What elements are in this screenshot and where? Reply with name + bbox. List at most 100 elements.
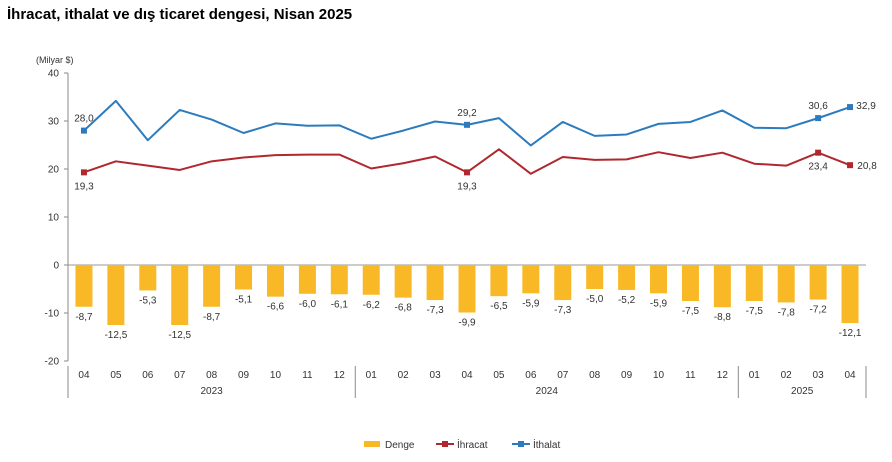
bar-label-denge: -6,5 [490, 301, 508, 312]
marker-ithalat [464, 121, 470, 128]
point-label-ihracat: 19,3 [457, 181, 477, 192]
point-label-ihracat: 23,4 [808, 162, 828, 173]
bar-denge [618, 265, 636, 290]
bar-label-denge: -5,2 [618, 295, 636, 306]
x-tick-label: 02 [781, 370, 793, 381]
bar-label-denge: -5,0 [586, 294, 604, 305]
marker-ithalat [815, 115, 822, 122]
bar-label-denge: -8,7 [75, 312, 93, 323]
bar-label-denge: -6,2 [363, 300, 381, 311]
bar-denge [490, 265, 508, 297]
bar-denge [394, 265, 412, 298]
bar-label-denge: -8,7 [203, 312, 221, 323]
x-tick-label: 05 [493, 370, 505, 381]
bar-denge [554, 265, 572, 301]
bar-denge [713, 265, 731, 308]
bar-denge [171, 265, 189, 325]
bar-label-denge: -12,5 [104, 330, 127, 341]
bar-series-denge [75, 265, 859, 325]
y-tick-label: 30 [48, 117, 60, 128]
bar-label-denge: -12,5 [168, 330, 191, 341]
bar-label-denge: -5,9 [522, 298, 540, 309]
axes: (Milyar $) 40 30 20 10 0 -10 -20 [36, 55, 866, 368]
x-tick-label: 08 [206, 370, 218, 381]
legend-marker-ihracat [442, 441, 448, 447]
bar-label-denge: -6,8 [395, 303, 413, 314]
chart-title: İhracat, ithalat ve dış ticaret dengesi,… [7, 6, 353, 23]
bar-label-denge: -7,5 [746, 306, 764, 317]
x-tick-label: 09 [238, 370, 250, 381]
bar-label-denge: -5,9 [650, 298, 668, 309]
marker-ihracat [815, 149, 822, 156]
bar-label-denge: -7,8 [778, 307, 796, 318]
legend-label-ihracat: İhracat [457, 438, 488, 451]
bar-label-denge: -5,1 [235, 294, 253, 305]
marker-ithalat [80, 127, 87, 134]
x-tick-label: 04 [78, 370, 90, 381]
x-tick-label: 02 [398, 370, 410, 381]
x-year-label: 2023 [201, 386, 224, 397]
x-tick-label: 01 [749, 370, 761, 381]
bar-denge [809, 265, 827, 300]
bar-denge [107, 265, 125, 325]
legend-label-ithalat: İthalat [533, 438, 560, 451]
bar-label-denge: -7,3 [554, 305, 572, 316]
x-tick-label: 10 [270, 370, 282, 381]
y-tick-label: 0 [53, 261, 59, 272]
legend-marker-ithalat [518, 441, 524, 447]
point-label-ihracat: 19,3 [74, 181, 94, 192]
x-tick-label: 03 [813, 370, 825, 381]
x-tick-label: 10 [653, 370, 665, 381]
marker-ithalat [847, 104, 854, 111]
x-tick-label: 03 [430, 370, 442, 381]
bar-denge [362, 265, 380, 295]
point-labels: 28,0 29,2 30,6 32,9 19,3 19,3 23,4 20,8 [74, 101, 877, 192]
bar-label-denge: -9,9 [458, 318, 476, 329]
bar-denge [586, 265, 604, 289]
bar-denge [681, 265, 699, 301]
y-tick-label: 10 [48, 213, 60, 224]
legend-label-denge: Denge [385, 440, 415, 451]
bar-denge [266, 265, 284, 297]
line-series [80, 99, 854, 176]
bar-denge [203, 265, 221, 307]
y-tick-label: 40 [48, 69, 60, 80]
bar-label-denge: -6,1 [331, 299, 349, 310]
y-tick-label: -10 [45, 309, 60, 320]
x-tick-label: 12 [717, 370, 729, 381]
bar-label-denge: -7,3 [426, 305, 444, 316]
bar-label-denge: -8,8 [714, 312, 732, 323]
x-tick-label: 06 [142, 370, 154, 381]
bar-denge [426, 265, 444, 301]
bar-denge [777, 265, 795, 303]
marker-ihracat [847, 162, 854, 169]
x-tick-label: 12 [334, 370, 346, 381]
point-label-ithalat: 28,0 [74, 114, 94, 125]
marker-ihracat [464, 169, 470, 176]
marker-ihracat [80, 169, 87, 176]
point-label-ithalat: 32,9 [856, 101, 876, 112]
bar-denge [841, 265, 859, 324]
x-tick-label: 06 [525, 370, 537, 381]
x-tick-label: 05 [110, 370, 122, 381]
bar-denge [298, 265, 316, 294]
bar-denge [330, 265, 348, 295]
bar-labels: -8,7 -12,5 -5,3 -12,5 -8,7 -5,1 -6,6 -6,0 -6,1 -6… [75, 294, 862, 341]
bar-denge [235, 265, 253, 290]
legend-swatch-denge [364, 441, 380, 447]
y-tick-label: -20 [45, 357, 60, 368]
point-label-ithalat: 30,6 [808, 101, 828, 112]
x-tick-label: 11 [685, 370, 696, 381]
x-tick-label: 08 [589, 370, 601, 381]
bar-denge [650, 265, 668, 294]
x-tick-label: 01 [366, 370, 378, 381]
bar-denge [522, 265, 540, 294]
bar-denge [458, 265, 476, 313]
x-tick-label: 07 [174, 370, 186, 381]
bar-denge [745, 265, 763, 301]
y-tick-label: 20 [48, 165, 60, 176]
bar-denge [75, 265, 93, 307]
bar-label-denge: -7,5 [682, 306, 700, 317]
